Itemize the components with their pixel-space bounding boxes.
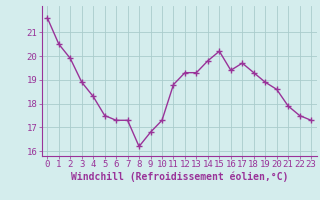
X-axis label: Windchill (Refroidissement éolien,°C): Windchill (Refroidissement éolien,°C) (70, 172, 288, 182)
